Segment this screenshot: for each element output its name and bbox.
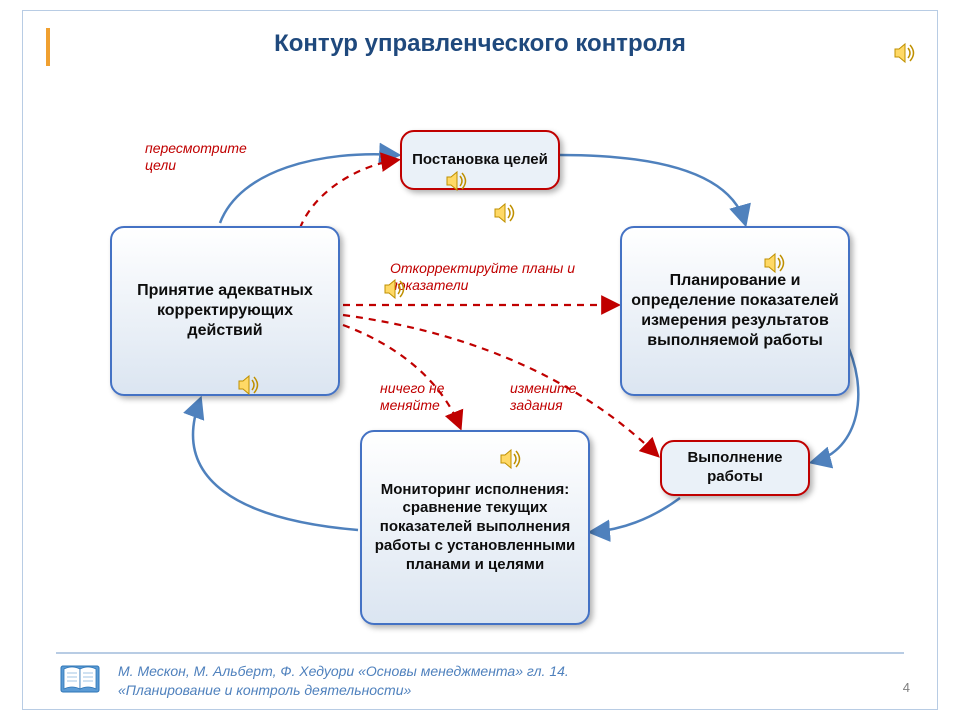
arrow-dashed-corrective-goals: [300, 160, 397, 228]
arrow-solid-monitoring-corrective: [193, 400, 358, 530]
title-accent: [46, 28, 50, 66]
page-number: 4: [903, 680, 910, 695]
book-icon: [60, 662, 100, 694]
annotation-revise_goals: пересмотрите цели: [145, 140, 265, 174]
annotation-correct_plans: Откорректируйте планы и показатели: [390, 260, 580, 294]
footer-divider: [56, 652, 904, 654]
node-corrective: Принятие адекватных корректирующих дейст…: [110, 226, 340, 396]
annotation-change_tasks: измените задания: [510, 380, 610, 414]
footer: М. Мескон, М. Альберт, Ф. Хедуори «Основ…: [22, 652, 938, 710]
node-execution: Выполнение работы: [660, 440, 810, 496]
page-title: Контур управленческого контроля: [60, 30, 900, 58]
arrow-solid-execution-monitoring: [592, 498, 680, 532]
node-goals: Постановка целей: [400, 130, 560, 190]
footer-line2: «Планирование и контроль деятельности»: [118, 682, 411, 698]
speaker-icon: [892, 40, 918, 66]
node-monitoring: Мониторинг исполнения: сравнение текущих…: [360, 430, 590, 625]
node-planning: Планирование и определение показателей и…: [620, 226, 850, 396]
speaker-icon: [762, 250, 788, 276]
speaker-icon: [444, 168, 470, 194]
footer-line1: М. Мескон, М. Альберт, Ф. Хедуори «Основ…: [118, 663, 569, 679]
speaker-icon: [236, 372, 262, 398]
footer-citation: М. Мескон, М. Альберт, Ф. Хедуори «Основ…: [118, 662, 818, 700]
flowchart: Постановка целей Планирование и определен…: [60, 100, 900, 640]
annotation-change_nothing: ничего не меняйте: [380, 380, 490, 414]
arrow-solid-goals-planning: [560, 155, 745, 223]
speaker-icon: [498, 446, 524, 472]
speaker-icon: [382, 276, 408, 302]
speaker-icon: [492, 200, 518, 226]
